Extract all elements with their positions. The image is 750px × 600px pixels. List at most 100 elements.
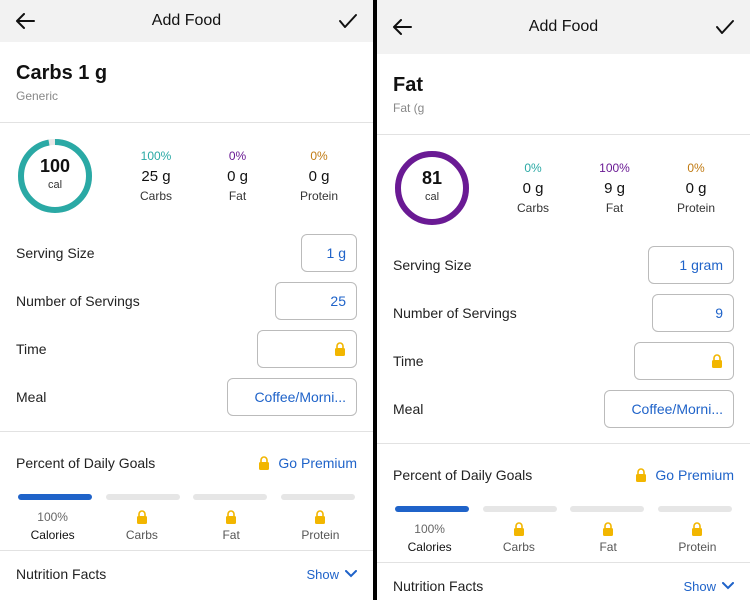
macro-fat: 0% 0 g Fat xyxy=(198,149,278,203)
lock-icon xyxy=(335,342,345,356)
nutrition-facts-row[interactable]: Nutrition Facts Show xyxy=(0,551,373,597)
macro-summary: 81 cal 0% 0 g Carbs 100% 9 g Fat 0% 0 g … xyxy=(377,135,750,241)
calorie-unit: cal xyxy=(424,191,440,203)
food-subtitle: Fat (g xyxy=(393,101,425,115)
servings-field[interactable]: 9 xyxy=(652,294,734,332)
lock-icon xyxy=(692,522,703,536)
checkmark-icon[interactable] xyxy=(337,10,359,32)
time-label: Time xyxy=(16,341,47,357)
time-field[interactable] xyxy=(634,342,734,380)
macro-carbs: 100% 25 g Carbs xyxy=(116,149,196,203)
meal-selector[interactable]: Coffee/Morni... xyxy=(604,390,734,428)
daily-goals-header: Percent of Daily Goals Go Premium xyxy=(0,432,373,494)
back-arrow-icon[interactable] xyxy=(391,16,413,38)
meal-label: Meal xyxy=(393,401,424,417)
lock-icon xyxy=(513,522,524,536)
goal-col-fat: Fat xyxy=(564,520,653,554)
macro-protein: 0% 0 g Protein xyxy=(656,161,736,215)
time-row: Time xyxy=(377,337,750,385)
macro-pct: 0% xyxy=(228,149,247,163)
go-premium-link[interactable]: Go Premium xyxy=(635,467,734,483)
macro-grams: 0 g xyxy=(522,180,544,197)
divider xyxy=(377,443,750,444)
daily-goals-header: Percent of Daily Goals Go Premium xyxy=(377,444,750,506)
serving-size-label: Serving Size xyxy=(393,257,472,273)
macro-protein: 0% 0 g Protein xyxy=(279,149,359,203)
add-food-screen-fat: Add Food Fat Fat (g 81 cal 0% 0 g xyxy=(377,0,750,600)
header-bar: Add Food xyxy=(0,0,373,42)
go-premium-link[interactable]: Go Premium xyxy=(258,455,357,471)
serving-size-field[interactable]: 1 gram xyxy=(648,246,734,284)
divider xyxy=(0,550,373,551)
goal-name: Fat xyxy=(599,540,617,554)
servings-field[interactable]: 25 xyxy=(275,282,357,320)
macro-pct: 0% xyxy=(524,161,542,175)
macro-grams: 9 g xyxy=(604,180,625,197)
macro-carbs: 0% 0 g Carbs xyxy=(493,161,573,215)
divider xyxy=(0,122,373,123)
divider xyxy=(0,431,373,432)
back-arrow-icon[interactable] xyxy=(14,10,36,32)
add-food-screen-carbs: Add Food Carbs 1 g Generic 100 cal 100% xyxy=(0,0,373,600)
goal-name: Protein xyxy=(678,540,717,554)
nutrition-facts-row[interactable]: Nutrition Facts Show xyxy=(377,563,750,600)
meal-row: Meal Coffee/Morni... xyxy=(0,373,373,421)
page-title: Add Food xyxy=(528,18,599,35)
page-title: Add Food xyxy=(151,12,222,29)
time-field[interactable] xyxy=(257,330,357,368)
meal-row: Meal Coffee/Morni... xyxy=(377,385,750,433)
meal-label: Meal xyxy=(16,389,47,405)
goal-bar-protein xyxy=(280,494,355,500)
goal-bar-calories xyxy=(18,494,92,500)
lock-icon xyxy=(259,456,270,470)
goal-value: 100% xyxy=(37,510,68,524)
serving-size-field[interactable]: 1 g xyxy=(301,234,357,272)
lock-icon xyxy=(636,468,647,482)
header-bar: Add Food xyxy=(377,0,750,54)
macro-grams: 25 g xyxy=(141,168,171,185)
goal-bar-carbs xyxy=(105,494,180,500)
divider xyxy=(377,562,750,563)
macro-pct: 100% xyxy=(140,149,172,163)
go-premium-label: Go Premium xyxy=(655,467,734,483)
show-label: Show xyxy=(683,578,716,594)
calorie-unit: cal xyxy=(47,179,63,191)
calorie-ring: 81 cal xyxy=(393,149,471,227)
macro-label: Carbs xyxy=(516,201,549,215)
servings-label: Number of Servings xyxy=(16,293,140,309)
calorie-value: 81 xyxy=(421,168,443,188)
goal-name: Protein xyxy=(301,528,340,542)
macro-pct: 100% xyxy=(599,161,630,175)
food-subtitle: Generic xyxy=(16,89,59,103)
goal-col-carbs: Carbs xyxy=(474,520,563,554)
servings-label: Number of Servings xyxy=(393,305,517,321)
lock-icon xyxy=(712,354,722,368)
goal-name: Carbs xyxy=(502,540,535,554)
goal-bar-fat xyxy=(193,494,268,500)
macro-label: Protein xyxy=(676,201,716,215)
meal-selector[interactable]: Coffee/Morni... xyxy=(227,378,357,416)
servings-row: Number of Servings 25 xyxy=(0,277,373,325)
goal-name: Carbs xyxy=(125,528,158,542)
divider xyxy=(377,134,750,135)
macro-pct: 0% xyxy=(310,149,328,163)
show-button[interactable]: Show xyxy=(683,579,734,594)
goal-name: Fat xyxy=(222,528,240,542)
goal-bars xyxy=(377,506,750,512)
goal-col-carbs: Carbs xyxy=(97,508,186,542)
goal-bar-calories xyxy=(395,506,469,512)
goal-columns: 100% Calories Carbs Fat Protein xyxy=(0,508,373,542)
macro-label: Carbs xyxy=(139,189,172,203)
macro-label: Protein xyxy=(299,189,339,203)
nutrition-facts-label: Nutrition Facts xyxy=(16,566,107,582)
macro-grams: 0 g xyxy=(227,168,248,185)
show-button[interactable]: Show xyxy=(306,567,357,582)
goal-bar-fat xyxy=(570,506,645,512)
goal-col-calories: 100% Calories xyxy=(385,520,474,554)
goal-value: 100% xyxy=(414,522,445,536)
time-row: Time xyxy=(0,325,373,373)
lock-icon xyxy=(315,510,326,524)
checkmark-icon[interactable] xyxy=(714,16,736,38)
lock-icon xyxy=(226,510,237,524)
lock-icon xyxy=(136,510,147,524)
